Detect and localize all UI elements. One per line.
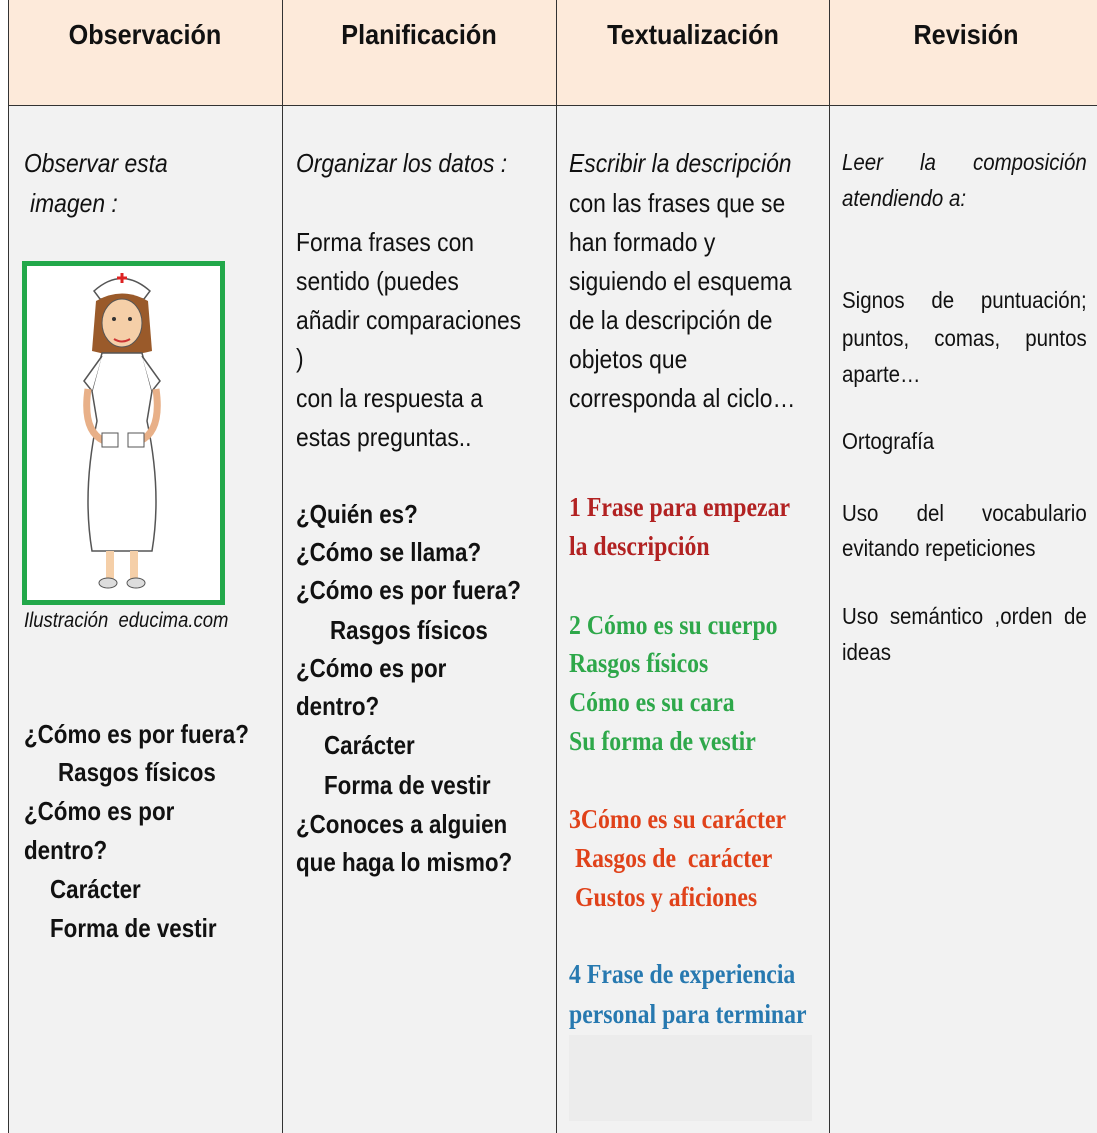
column-heading: Textualización <box>607 19 779 50</box>
question: Rasgos físicos <box>58 757 216 787</box>
review-line: Signos de puntuación; <box>842 287 1087 313</box>
instruction: Observar esta <box>24 148 168 178</box>
question: ¿Cómo es por <box>24 796 175 826</box>
review-line: Uso semántico ,orden de <box>842 603 1087 629</box>
step-line: 2 Cómo es su cuerpo <box>569 610 778 640</box>
body-line: añadir comparaciones <box>296 305 522 335</box>
question: dentro? <box>24 835 108 865</box>
question: ¿Cómo se llama? <box>296 537 482 567</box>
question: Forma de vestir <box>324 770 491 800</box>
instruction: Escribir la descripción <box>569 148 792 178</box>
question: que haga lo mismo? <box>296 847 513 877</box>
step-line: 4 Frase de experiencia <box>569 959 796 989</box>
review-line: evitando repeticiones <box>842 535 1036 561</box>
border <box>556 0 557 1133</box>
instruction: imagen : <box>30 188 118 218</box>
blank-box <box>569 1035 812 1121</box>
step-line: personal para terminar <box>569 999 807 1029</box>
step-line: Gustos y aficiones <box>575 882 758 912</box>
review-line: aparte… <box>842 361 921 387</box>
body-line: siguiendo el esquema <box>569 266 792 296</box>
body-line: con las frases que se <box>569 188 786 218</box>
caption: Ilustración educima.com <box>24 609 229 632</box>
instruction: Organizar los datos : <box>296 148 508 178</box>
question: dentro? <box>296 691 380 721</box>
question: Rasgos físicos <box>330 615 488 645</box>
body-line: ) <box>296 343 304 373</box>
question: ¿Cómo es por fuera? <box>24 719 249 749</box>
border <box>282 0 283 1133</box>
step-line: Rasgos de carácter <box>575 843 773 873</box>
question: Carácter <box>324 730 415 760</box>
border <box>829 0 830 1133</box>
column-heading: Revisión <box>913 19 1019 50</box>
body-line: objetos que <box>569 344 688 374</box>
body-line: con la respuesta a <box>296 383 483 413</box>
question: Forma de vestir <box>50 913 217 943</box>
body-line: estas preguntas.. <box>296 422 472 452</box>
step-line: Su forma de vestir <box>569 726 756 756</box>
question: ¿Cómo es por <box>296 653 447 683</box>
question: ¿Conoces a alguien <box>296 809 508 839</box>
step-line: la descripción <box>569 531 710 561</box>
review-line: Ortografía <box>842 428 935 454</box>
border <box>8 0 9 1133</box>
header-row <box>8 0 1097 105</box>
nurse-illustration <box>22 261 225 605</box>
column-heading: Observación <box>68 19 222 50</box>
step-line: 3Cómo es su carácter <box>569 804 787 834</box>
body-line: han formado y <box>569 227 716 257</box>
body-line: corresponda al ciclo… <box>569 383 796 413</box>
review-line: ideas <box>842 639 891 665</box>
body-line: de la descripción de <box>569 305 773 335</box>
step-line: Cómo es su cara <box>569 687 735 717</box>
review-line: puntos, comas, puntos <box>842 325 1087 351</box>
question: ¿Cómo es por fuera? <box>296 575 521 605</box>
border <box>8 105 1097 106</box>
instruction: Leer la composición <box>842 149 1087 175</box>
instruction: atendiendo a: <box>842 185 967 211</box>
column-heading: Planificación <box>341 19 497 50</box>
step-line: Rasgos físicos <box>569 648 709 678</box>
question: ¿Quién es? <box>296 499 418 529</box>
question: Carácter <box>50 874 141 904</box>
review-line: Uso del vocabulario <box>842 500 1087 526</box>
body-line: Forma frases con <box>296 227 475 257</box>
body-line: sentido (puedes <box>296 266 459 296</box>
step-line: 1 Frase para empezar <box>569 492 791 522</box>
